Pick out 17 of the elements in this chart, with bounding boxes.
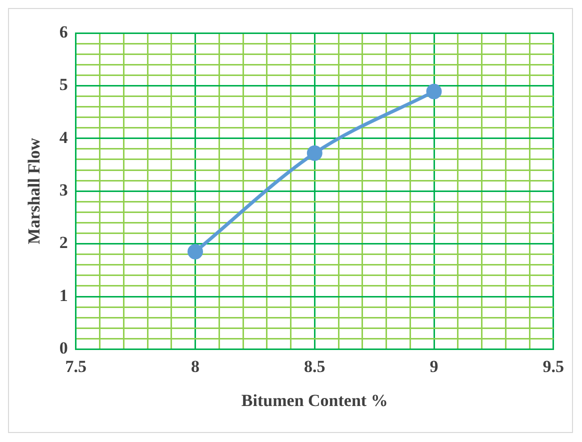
- point: [306, 145, 322, 161]
- y-tick-label: 0: [59, 338, 68, 358]
- y-tick-label: 1: [59, 286, 68, 305]
- x-tick-label: 8: [191, 356, 200, 376]
- x-tick-label: 8.5: [304, 356, 326, 376]
- point: [188, 244, 204, 260]
- y-tick-label: 4: [59, 128, 68, 147]
- y-tick-label: 3: [59, 180, 68, 200]
- x-tick-label: 9: [430, 356, 438, 376]
- x-tick-label: 9.5: [542, 356, 564, 376]
- x-tick-label: 7.5: [65, 356, 87, 376]
- y-axis-title: Marshall Flow: [24, 137, 44, 244]
- y-tick-label: 5: [59, 75, 68, 94]
- x-axis-title: Bitumen Content %: [241, 391, 388, 410]
- y-tick-label: 2: [59, 233, 68, 252]
- point: [426, 84, 442, 100]
- y-tick-label: 6: [59, 22, 68, 42]
